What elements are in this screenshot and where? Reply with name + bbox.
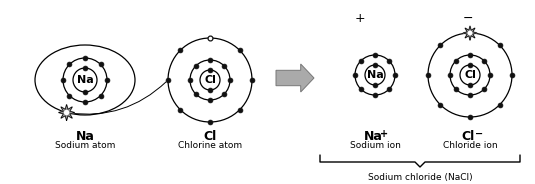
Polygon shape	[463, 26, 477, 40]
Text: Sodium atom: Sodium atom	[55, 141, 115, 150]
FancyArrow shape	[276, 64, 314, 92]
Circle shape	[65, 111, 68, 114]
Text: Cl: Cl	[204, 75, 216, 85]
Text: Na: Na	[77, 75, 94, 85]
Text: +: +	[380, 129, 388, 139]
Circle shape	[468, 31, 472, 35]
Polygon shape	[59, 105, 74, 121]
Text: Na: Na	[75, 130, 95, 143]
Text: Cl: Cl	[203, 130, 217, 143]
Text: Chlorine atom: Chlorine atom	[178, 141, 242, 150]
Text: Sodium ion: Sodium ion	[349, 141, 400, 150]
Text: Chloride ion: Chloride ion	[442, 141, 498, 150]
Text: −: −	[463, 12, 473, 25]
Text: Na: Na	[366, 70, 384, 80]
Text: +: +	[355, 12, 365, 25]
Text: Na: Na	[364, 130, 383, 143]
Text: Sodium chloride (NaCl): Sodium chloride (NaCl)	[368, 173, 472, 182]
Text: Cl: Cl	[464, 70, 476, 80]
Text: Cl: Cl	[461, 130, 475, 143]
Text: −: −	[475, 129, 483, 139]
